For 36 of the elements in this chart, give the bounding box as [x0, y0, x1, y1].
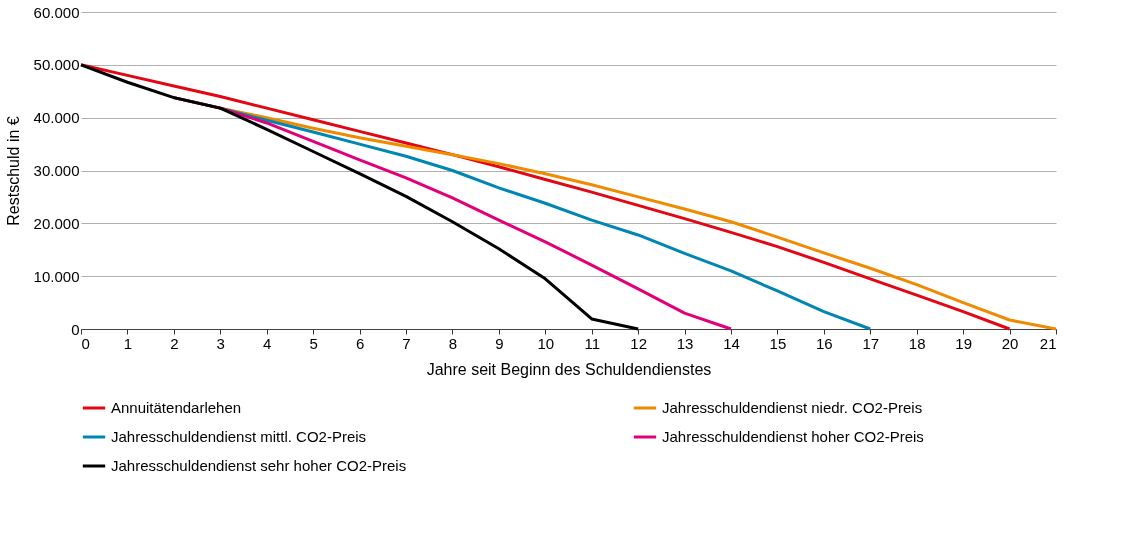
x-tick-label: 19 [955, 334, 972, 352]
x-tick-label: 17 [862, 334, 880, 352]
legend-label: Jahresschuldendienst hoher CO2-Preis [662, 428, 924, 445]
x-tick-label: 20 [1001, 334, 1019, 352]
x-tick-label: 1 [123, 334, 133, 352]
y-tick-label: 10.000 [33, 267, 80, 285]
legend-label: Jahresschuldendienst sehr hoher CO2-Preis [111, 457, 407, 474]
x-tick-label: 8 [448, 334, 458, 352]
y-tick-label: 60.000 [33, 3, 80, 21]
x-axis-title: Jahre seit Beginn des Schuldendienstes [426, 360, 712, 378]
legend-label: Jahresschuldendienst mittl. CO2-Preis [111, 428, 367, 445]
x-tick-label: 12 [630, 334, 647, 352]
x-tick-label: 13 [676, 334, 694, 352]
x-tick-label: 3 [216, 334, 225, 352]
x-tick-label: 2 [170, 334, 179, 352]
line-series [79, 63, 640, 331]
y-tick-label: 30.000 [33, 162, 80, 179]
y-tick-label: 0 [71, 320, 80, 338]
x-tick-label: 21 [1039, 334, 1057, 352]
x-tick-label: 7 [402, 334, 411, 352]
y-tick-label: 40.000 [33, 109, 80, 127]
x-tick-label: 6 [355, 334, 365, 352]
x-tick-label: 14 [723, 334, 740, 352]
x-tick-label: 9 [495, 334, 504, 352]
y-tick-label: 20.000 [33, 214, 80, 232]
x-tick-label: 5 [309, 334, 318, 352]
y-tick-label: 50.000 [33, 56, 80, 74]
y-axis-title: Restschuld in € [4, 116, 22, 226]
x-tick-label: 15 [769, 334, 787, 352]
legend-label: Annuitätendarlehen [111, 399, 242, 416]
x-tick-label: 16 [816, 334, 833, 352]
x-tick-label: 11 [584, 334, 600, 352]
x-tick-label: 10 [537, 334, 555, 352]
x-tick-label: 4 [263, 334, 272, 352]
x-tick-label: 18 [908, 334, 926, 352]
legend-label: Jahresschuldendienst niedr. CO2-Preis [662, 399, 923, 416]
